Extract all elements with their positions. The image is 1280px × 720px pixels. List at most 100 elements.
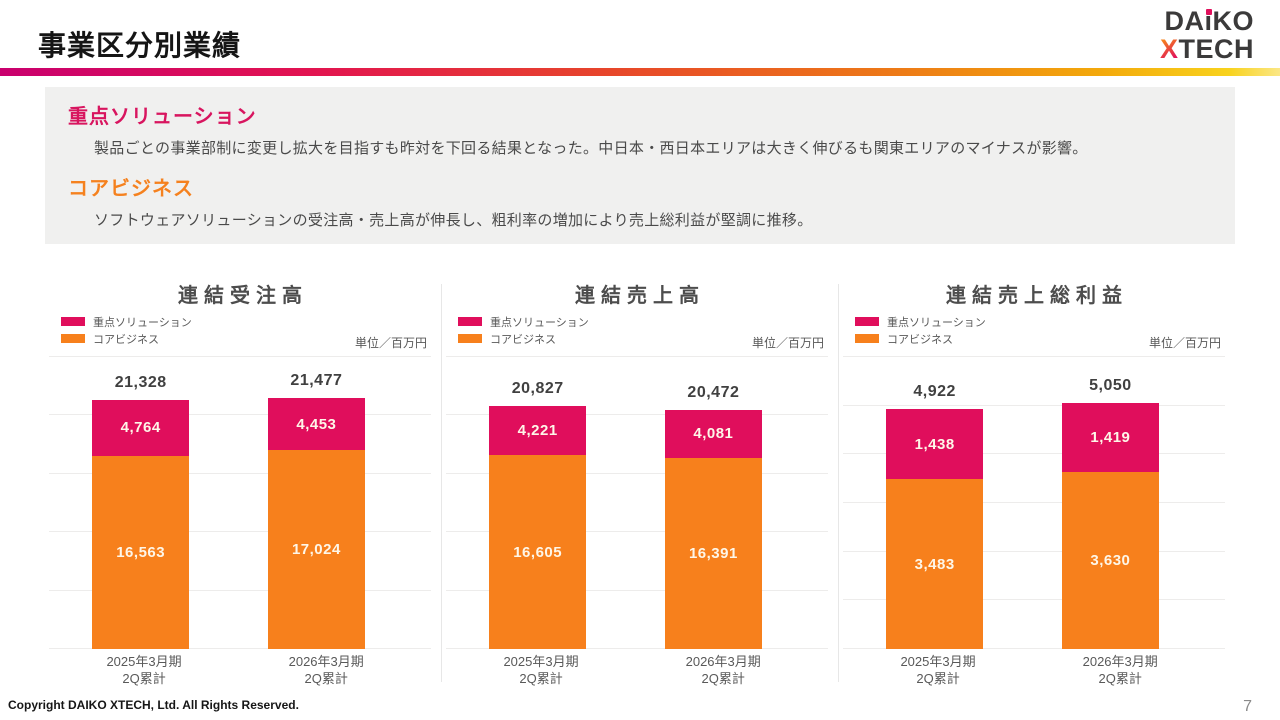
legend-label: 重点ソリューション (93, 316, 192, 329)
bar-value-core-business: 16,391 (688, 544, 738, 562)
chart-plot-area: 4,221 16,605 20,827 4,081 16,391 20,472 (446, 356, 828, 649)
x-axis-label-line: 2Q累計 (519, 670, 563, 686)
stacked-bar: 4,453 17,024 (267, 398, 365, 649)
legend-swatch (855, 317, 879, 326)
gridline (49, 356, 431, 357)
bar-value-core-business: 16,605 (513, 543, 563, 561)
logo-line-daiko: DA ıKO (1160, 7, 1254, 36)
chart-legend: 重点ソリューション コアビジネス (458, 313, 589, 347)
gridline (843, 550, 1225, 552)
x-axis-label-line: 2Q累計 (1098, 670, 1142, 686)
chart-consolidated-orders: 連結受注高 重点ソリューション コアビジネス 単位／百万円 4,764 16,563 21,… (45, 270, 441, 695)
page-number: 7 (1243, 698, 1252, 715)
x-axis-label: 2025年3月期 2Q累計 (64, 654, 224, 688)
bar-value-priority-solution: 4,453 (296, 415, 337, 433)
chart-legend: 重点ソリューション コアビジネス (855, 313, 986, 347)
bar-value-priority-solution: 4,764 (120, 419, 161, 437)
gridline (843, 453, 1225, 455)
bar-segment-priority-solution: 4,081 (664, 409, 762, 458)
chart-consolidated-gross-profit: 連結売上総利益 重点ソリューション コアビジネス 単位／百万円 1,438 3,483 4,… (839, 270, 1235, 695)
bar-value-core-business: 3,483 (914, 555, 955, 573)
chart-plot-area: 4,764 16,563 21,328 4,453 17,024 21,477 (49, 356, 431, 649)
legend-swatch (61, 334, 85, 343)
legend-swatch (458, 317, 482, 326)
summary-text-solution: 製品ごとの事業部制に変更し拡大を目指すも昨対を下回る結果となった。中日本・西日本… (94, 140, 1088, 157)
x-axis-label-line: 2Q累計 (122, 670, 166, 686)
logo-letter-i: ı (1204, 7, 1213, 36)
bar-segment-core-business: 16,563 (92, 455, 190, 649)
bar-value-priority-solution: 4,221 (517, 421, 558, 439)
stacked-bar: 4,081 16,391 (664, 409, 762, 649)
x-axis-label-line: 2Q累計 (701, 670, 745, 686)
gridline (446, 531, 828, 533)
legend-label: 重点ソリューション (490, 316, 589, 329)
bar-total-label: 4,922 (913, 383, 956, 401)
legend-label: 重点ソリューション (887, 316, 986, 329)
x-axis-label-line: 2Q累計 (916, 670, 960, 686)
legend-swatch (61, 317, 85, 326)
legend-swatch (855, 334, 879, 343)
company-logo: DA ıKO XTECH (1159, 7, 1254, 64)
bar-segment-priority-solution: 4,221 (489, 405, 587, 456)
page-title: 事業区分別業績 (38, 30, 242, 61)
x-axis-label: 2025年3月期 2Q累計 (858, 654, 1018, 688)
chart-divider (441, 284, 442, 682)
bar-value-core-business: 16,563 (116, 543, 166, 561)
gridline (446, 414, 828, 416)
gridline (446, 356, 828, 357)
chart-title: 連結売上高 (575, 285, 705, 307)
stacked-bar: 1,438 3,483 (886, 409, 984, 649)
unit-label: 単位／百万円 (751, 336, 824, 350)
summary-heading-core: コアビジネス (68, 178, 194, 200)
gridline (49, 648, 431, 649)
x-axis-label-line: 2026年3月期 (1082, 654, 1158, 669)
x-axis-label-line: 2Q累計 (304, 670, 348, 686)
unit-label: 単位／百万円 (1148, 336, 1221, 350)
header-gradient-rule (0, 68, 1280, 76)
gridline (446, 648, 828, 649)
logo-i-dot (1206, 9, 1213, 15)
chart-title: 連結売上総利益 (946, 285, 1128, 307)
bar-segment-core-business: 17,024 (267, 450, 365, 649)
legend-item: コアビジネス (61, 330, 192, 347)
bar-segment-priority-solution: 1,419 (1061, 403, 1159, 473)
gridline (843, 404, 1225, 406)
chart-plot-area: 1,438 3,483 4,922 1,419 3,630 5,050 (843, 356, 1225, 649)
bar-total-label: 20,472 (687, 383, 740, 401)
stacked-bar: 4,764 16,563 (92, 399, 190, 649)
x-axis-label-line: 2026年3月期 (288, 654, 364, 669)
bar-segment-core-business: 3,630 (1061, 472, 1159, 649)
legend-label: コアビジネス (490, 333, 556, 346)
gridline (49, 472, 431, 474)
bar-value-core-business: 17,024 (291, 541, 341, 559)
stacked-bar: 1,419 3,630 (1061, 403, 1159, 649)
logo-line-xtech: XTECH (1159, 33, 1254, 64)
charts-row: 連結受注高 重点ソリューション コアビジネス 単位／百万円 4,764 16,563 21,… (45, 270, 1235, 695)
x-axis-label-line: 2025年3月期 (503, 654, 579, 669)
bar-total-label: 21,328 (114, 373, 167, 391)
bar-value-priority-solution: 1,419 (1090, 429, 1131, 447)
bar-segment-priority-solution: 4,453 (267, 398, 365, 451)
x-axis-label-line: 2025年3月期 (900, 654, 976, 669)
x-axis-label-line: 2025年3月期 (106, 654, 182, 669)
summary-heading-solution: 重点ソリューション (68, 106, 257, 128)
x-axis-label: 2026年3月期 2Q累計 (1040, 654, 1200, 688)
bar-value-priority-solution: 1,438 (914, 435, 955, 453)
x-axis-label: 2026年3月期 2Q累計 (643, 654, 803, 688)
unit-label: 単位／百万円 (354, 336, 427, 350)
gridline (843, 648, 1225, 649)
legend-label: コアビジネス (887, 333, 953, 346)
gridline (843, 599, 1225, 601)
bar-value-priority-solution: 4,081 (693, 425, 734, 443)
logo-letter-x: X (1159, 33, 1179, 64)
stacked-bar: 4,221 16,605 (489, 405, 587, 649)
footer-copyright: Copyright DAIKO XTECH, Ltd. All Rights R… (8, 698, 299, 712)
x-axis-label-line: 2026年3月期 (685, 654, 761, 669)
legend-item: コアビジネス (458, 330, 589, 347)
chart-divider (838, 284, 839, 682)
bar-value-core-business: 3,630 (1090, 552, 1131, 570)
gridline (446, 472, 828, 474)
bar-segment-core-business: 16,391 (664, 457, 762, 649)
bar-segment-core-business: 16,605 (489, 455, 587, 649)
